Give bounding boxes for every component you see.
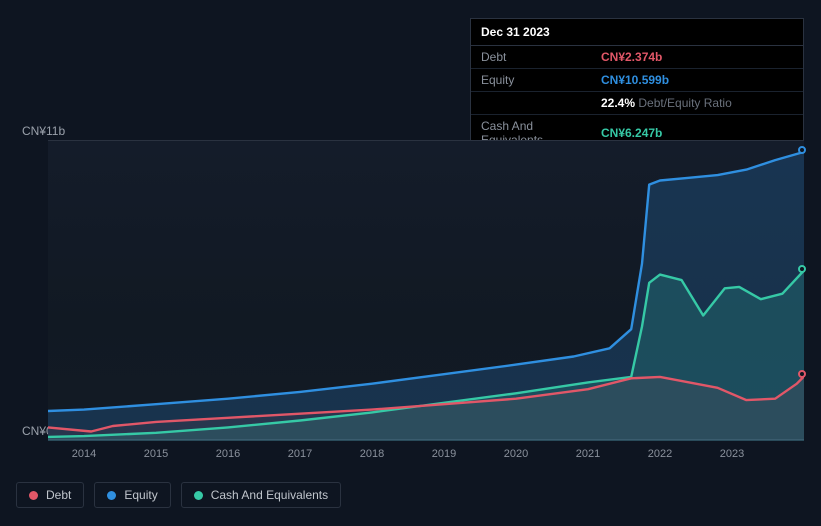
x-tick: 2014 xyxy=(72,448,96,460)
x-tick: 2018 xyxy=(360,448,384,460)
tooltip-label: Equity xyxy=(471,69,591,92)
tooltip-row-debt: Debt CN¥2.374b xyxy=(471,46,803,69)
legend-dot-icon xyxy=(194,491,203,500)
legend-item-debt[interactable]: Debt xyxy=(16,482,84,508)
legend-label: Cash And Equivalents xyxy=(211,488,328,502)
tooltip-value-debt: CN¥2.374b xyxy=(591,46,803,69)
y-axis-max-label: CN¥11b xyxy=(22,124,65,138)
x-tick: 2017 xyxy=(288,448,312,460)
x-tick: 2021 xyxy=(576,448,600,460)
tooltip-row-equity: Equity CN¥10.599b xyxy=(471,69,803,92)
x-tick: 2023 xyxy=(720,448,744,460)
tooltip-table: Debt CN¥2.374b Equity CN¥10.599b 22.4% D… xyxy=(471,46,803,151)
tooltip-label xyxy=(471,92,591,115)
legend-label: Debt xyxy=(46,488,71,502)
x-tick: 2020 xyxy=(504,448,528,460)
tooltip-value-equity: CN¥10.599b xyxy=(591,69,803,92)
tooltip-label: Debt xyxy=(471,46,591,69)
legend-label: Equity xyxy=(124,488,157,502)
chart-legend: Debt Equity Cash And Equivalents xyxy=(16,482,341,508)
financial-history-chart: Dec 31 2023 Debt CN¥2.374b Equity CN¥10.… xyxy=(0,0,821,526)
legend-dot-icon xyxy=(29,491,38,500)
x-tick: 2019 xyxy=(432,448,456,460)
tooltip-value-ratio: 22.4% Debt/Equity Ratio xyxy=(591,92,803,115)
tooltip-row-ratio: 22.4% Debt/Equity Ratio xyxy=(471,92,803,115)
x-tick: 2015 xyxy=(144,448,168,460)
x-tick: 2022 xyxy=(648,448,672,460)
legend-item-equity[interactable]: Equity xyxy=(94,482,170,508)
chart-tooltip: Dec 31 2023 Debt CN¥2.374b Equity CN¥10.… xyxy=(470,18,804,152)
end-marker-equity xyxy=(798,146,806,154)
end-marker-cash xyxy=(798,265,806,273)
chart-plot-area[interactable] xyxy=(48,140,804,440)
x-axis-ticks: 2014 2015 2016 2017 2018 2019 2020 2021 2022 2023 xyxy=(48,448,804,466)
legend-item-cash[interactable]: Cash And Equivalents xyxy=(181,482,341,508)
chart-svg xyxy=(48,141,804,441)
legend-dot-icon xyxy=(107,491,116,500)
x-tick: 2016 xyxy=(216,448,240,460)
end-marker-debt xyxy=(798,370,806,378)
tooltip-date: Dec 31 2023 xyxy=(471,19,803,46)
